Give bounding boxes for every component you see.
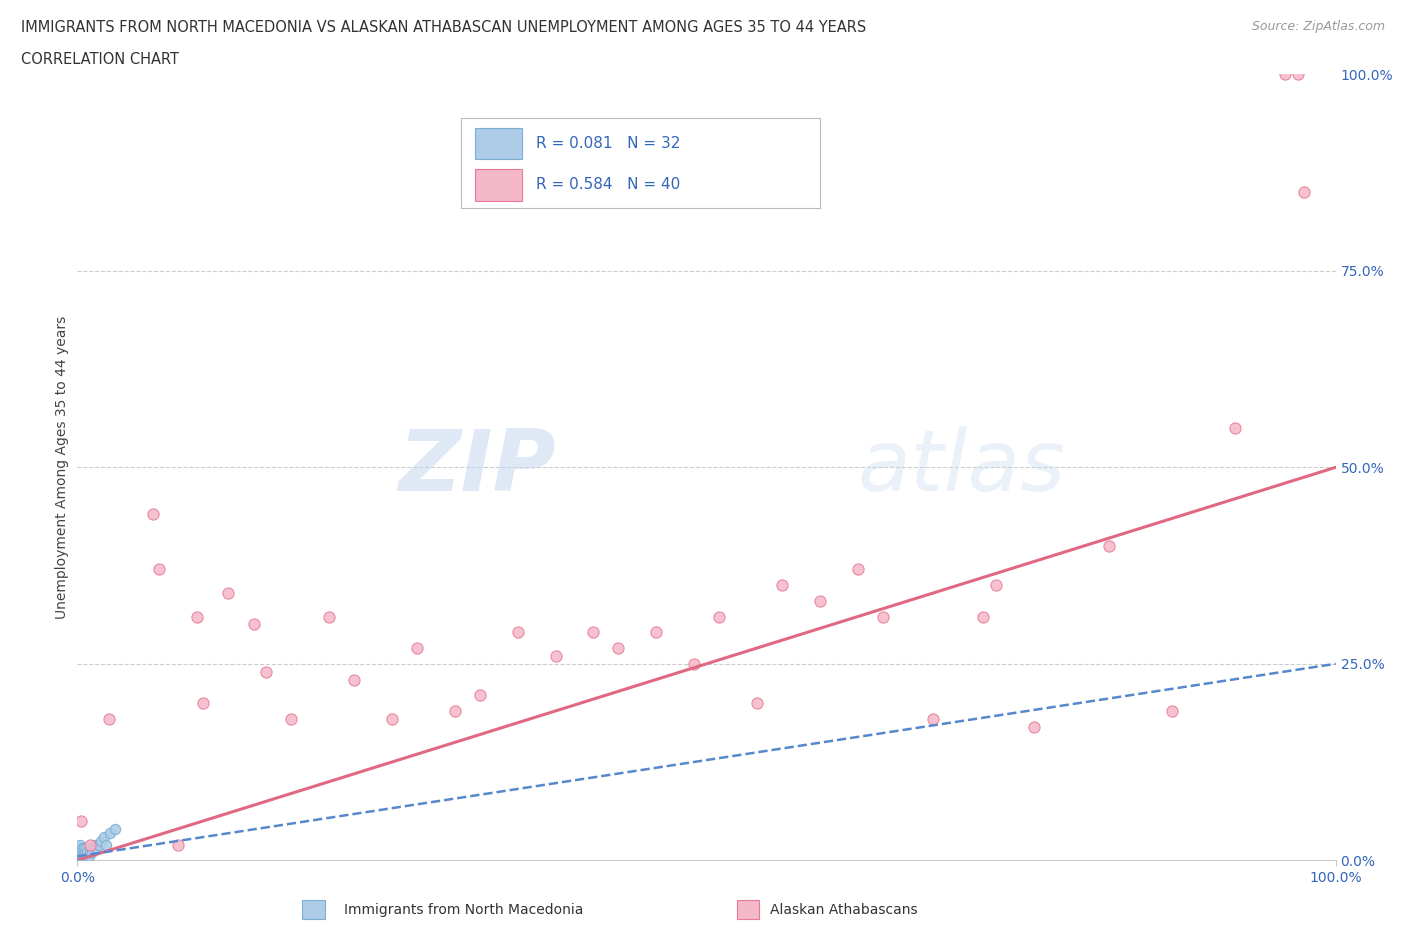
Point — [444, 703, 467, 718]
Point — [77, 849, 100, 864]
Point — [73, 845, 96, 860]
Point — [1098, 538, 1121, 553]
Point — [1223, 420, 1246, 435]
Point — [82, 845, 104, 860]
Point — [506, 625, 529, 640]
Point — [75, 849, 97, 864]
Point — [582, 625, 605, 640]
Point — [90, 833, 112, 848]
Point — [872, 609, 894, 624]
Point — [1274, 67, 1296, 82]
Point — [84, 841, 107, 856]
Y-axis label: Unemployment Among Ages 35 to 44 years: Unemployment Among Ages 35 to 44 years — [55, 315, 69, 619]
Point — [254, 664, 277, 679]
Point — [72, 841, 94, 856]
Point — [607, 641, 630, 656]
Point — [104, 821, 127, 836]
Point — [67, 853, 90, 868]
Point — [984, 578, 1007, 592]
Point — [98, 825, 121, 840]
Point — [67, 849, 90, 864]
Point — [69, 849, 91, 864]
Point — [148, 562, 170, 577]
Point — [808, 593, 831, 608]
Point — [69, 853, 91, 868]
Point — [72, 849, 94, 864]
Point — [69, 837, 91, 852]
Point — [242, 618, 264, 632]
Text: Source: ZipAtlas.com: Source: ZipAtlas.com — [1251, 20, 1385, 33]
Text: Immigrants from North Macedonia: Immigrants from North Macedonia — [344, 902, 583, 917]
Text: CORRELATION CHART: CORRELATION CHART — [21, 52, 179, 67]
Point — [70, 814, 93, 829]
Point — [87, 837, 110, 852]
Point — [217, 586, 239, 601]
Point — [745, 696, 768, 711]
Point — [707, 609, 730, 624]
Point — [406, 641, 429, 656]
Point — [318, 609, 340, 624]
Point — [922, 711, 945, 726]
Point — [846, 562, 869, 577]
Text: ZIP: ZIP — [398, 426, 555, 509]
Point — [186, 609, 208, 624]
Point — [80, 841, 103, 856]
Point — [70, 845, 93, 860]
Point — [343, 672, 366, 687]
Point — [67, 845, 90, 860]
Point — [96, 837, 118, 852]
Text: IMMIGRANTS FROM NORTH MACEDONIA VS ALASKAN ATHABASCAN UNEMPLOYMENT AMONG AGES 35: IMMIGRANTS FROM NORTH MACEDONIA VS ALASK… — [21, 20, 866, 35]
Point — [79, 845, 101, 860]
Point — [972, 609, 994, 624]
Point — [683, 657, 706, 671]
Point — [76, 845, 98, 860]
Point — [1022, 719, 1045, 734]
Point — [70, 853, 93, 868]
Text: atlas: atlas — [858, 426, 1066, 509]
Point — [79, 837, 101, 852]
Point — [544, 648, 567, 663]
Point — [280, 711, 302, 726]
Point — [167, 837, 190, 852]
Point — [1286, 67, 1309, 82]
Text: Alaskan Athabascans: Alaskan Athabascans — [770, 902, 917, 917]
Point — [142, 507, 165, 522]
Point — [1161, 703, 1184, 718]
Point — [69, 845, 91, 860]
Point — [72, 849, 94, 864]
Point — [75, 841, 97, 856]
Point — [97, 711, 120, 726]
Point — [83, 837, 105, 852]
Point — [72, 841, 94, 856]
Point — [93, 830, 115, 844]
Point — [191, 696, 215, 711]
Point — [381, 711, 404, 726]
Point — [645, 625, 668, 640]
Point — [73, 853, 96, 868]
Point — [468, 688, 491, 703]
Point — [70, 849, 93, 864]
Point — [770, 578, 793, 592]
Point — [72, 853, 94, 868]
Point — [1294, 185, 1316, 200]
